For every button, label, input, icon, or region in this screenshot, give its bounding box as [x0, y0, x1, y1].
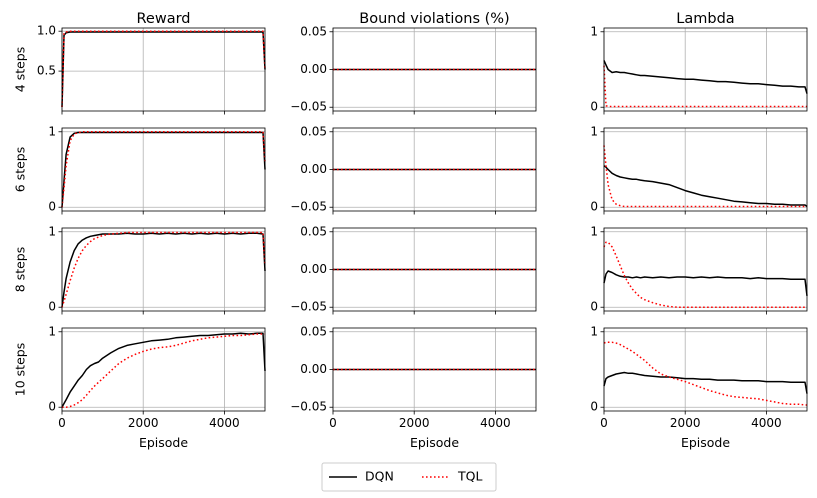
y-tick-label: −0.05 — [290, 400, 327, 414]
y-tick-label: 0 — [590, 400, 598, 414]
y-tick-label: 1 — [590, 124, 598, 138]
axes-frame — [62, 128, 265, 211]
y-tick-label: 0 — [48, 300, 56, 314]
series-line-dqn — [604, 271, 807, 296]
series-line-tql — [62, 132, 265, 207]
subplot-r0-c0 — [59, 28, 266, 115]
x-axis-label: Episode — [681, 435, 730, 450]
column-title: Lambda — [676, 11, 734, 27]
series-line-dqn — [62, 233, 265, 307]
series-line-dqn — [62, 32, 265, 107]
row-label: 6 steps — [13, 147, 28, 192]
series-line-dqn — [62, 333, 265, 407]
y-tick-label: 0.05 — [300, 324, 327, 338]
series-line-dqn — [604, 166, 807, 207]
series-line-tql — [62, 233, 265, 308]
y-tick-label: 1 — [48, 124, 56, 138]
subplot-r3-c2 — [601, 328, 808, 415]
y-tick-label: 1 — [48, 224, 56, 238]
y-tick-label: 0.00 — [300, 162, 327, 176]
series-line-tql — [62, 31, 265, 107]
subplot-r0-c2 — [601, 28, 808, 115]
subplot-r1-c0 — [59, 128, 266, 215]
subplot-r1-c1 — [330, 128, 537, 215]
subplot-r2-c0 — [59, 228, 266, 315]
x-axis-label: Episode — [410, 435, 459, 450]
row-label: 8 steps — [13, 247, 28, 292]
y-tick-label: 0 — [48, 400, 56, 414]
x-tick-label: 0 — [58, 416, 66, 430]
legend-label-dqn: DQN — [365, 469, 394, 484]
y-tick-label: 1 — [590, 224, 598, 238]
y-tick-label: 0.05 — [300, 224, 327, 238]
x-axis-label: Episode — [139, 435, 188, 450]
chart-figure: Reward Bound violations (%) Lambda 4 steps 6… — [0, 0, 817, 498]
axes-frame — [604, 228, 807, 311]
subplot-r3-c1 — [330, 328, 537, 415]
row-label: 10 steps — [13, 343, 28, 396]
axes-frame — [604, 128, 807, 211]
series-line-tql — [604, 242, 807, 307]
legend-label-tql: TQL — [457, 469, 482, 484]
y-tick-label: 1.0 — [37, 24, 56, 38]
subplot-r0-c1 — [330, 28, 537, 115]
x-tick-label: 2000 — [399, 416, 430, 430]
y-tick-label: −0.05 — [290, 300, 327, 314]
axes-frame — [62, 28, 265, 111]
subplot-r2-c2 — [601, 228, 808, 315]
column-title: Reward — [137, 11, 191, 27]
y-tick-label: 0 — [590, 200, 598, 214]
x-tick-label: 4000 — [480, 416, 511, 430]
x-tick-label: 2000 — [128, 416, 159, 430]
subplot-r2-c1 — [330, 228, 537, 315]
y-tick-label: 0 — [590, 100, 598, 114]
series-line-dqn — [604, 60, 807, 93]
series-line-dqn — [604, 373, 807, 394]
y-tick-label: 1 — [48, 324, 56, 338]
x-tick-label: 0 — [329, 416, 337, 430]
y-tick-label: 1 — [590, 324, 598, 338]
subplot-r3-c0 — [59, 328, 266, 415]
subplot-r1-c2 — [601, 128, 808, 215]
series-line-tql — [604, 145, 807, 206]
y-tick-label: 0.05 — [300, 124, 327, 138]
x-tick-label: 2000 — [670, 416, 701, 430]
y-tick-label: 0.00 — [300, 62, 327, 76]
y-tick-label: 0 — [590, 300, 598, 314]
x-tick-label: 4000 — [209, 416, 240, 430]
series-line-tql — [62, 334, 265, 407]
axes-frame — [62, 228, 265, 311]
y-tick-label: 0.00 — [300, 262, 327, 276]
y-tick-label: 0.00 — [300, 362, 327, 376]
y-tick-label: 0.05 — [300, 24, 327, 38]
y-tick-label: 0 — [48, 200, 56, 214]
series-line-dqn — [62, 133, 265, 208]
axes-frame — [604, 28, 807, 111]
axes-frame — [604, 328, 807, 411]
y-tick-label: −0.05 — [290, 200, 327, 214]
y-tick-label: 0.5 — [37, 64, 56, 78]
row-label: 4 steps — [13, 47, 28, 92]
x-tick-label: 0 — [600, 416, 608, 430]
y-tick-label: 1 — [590, 24, 598, 38]
x-tick-label: 4000 — [751, 416, 782, 430]
column-title: Bound violations (%) — [359, 11, 509, 27]
y-tick-label: −0.05 — [290, 100, 327, 114]
